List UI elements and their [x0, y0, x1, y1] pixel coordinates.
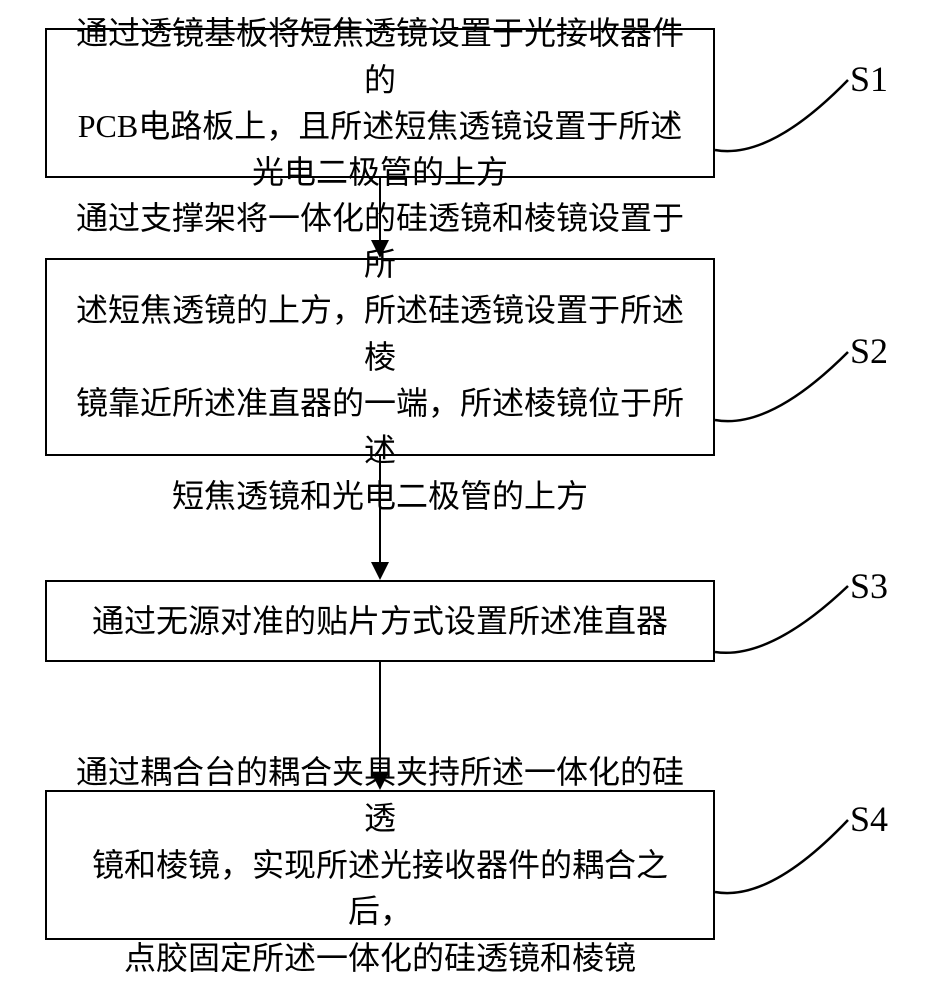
curl-s4	[0, 0, 934, 1000]
flowchart-canvas: 通过透镜基板将短焦透镜设置于光接收器件的 PCB电路板上，且所述短焦透镜设置于所…	[0, 0, 934, 1000]
